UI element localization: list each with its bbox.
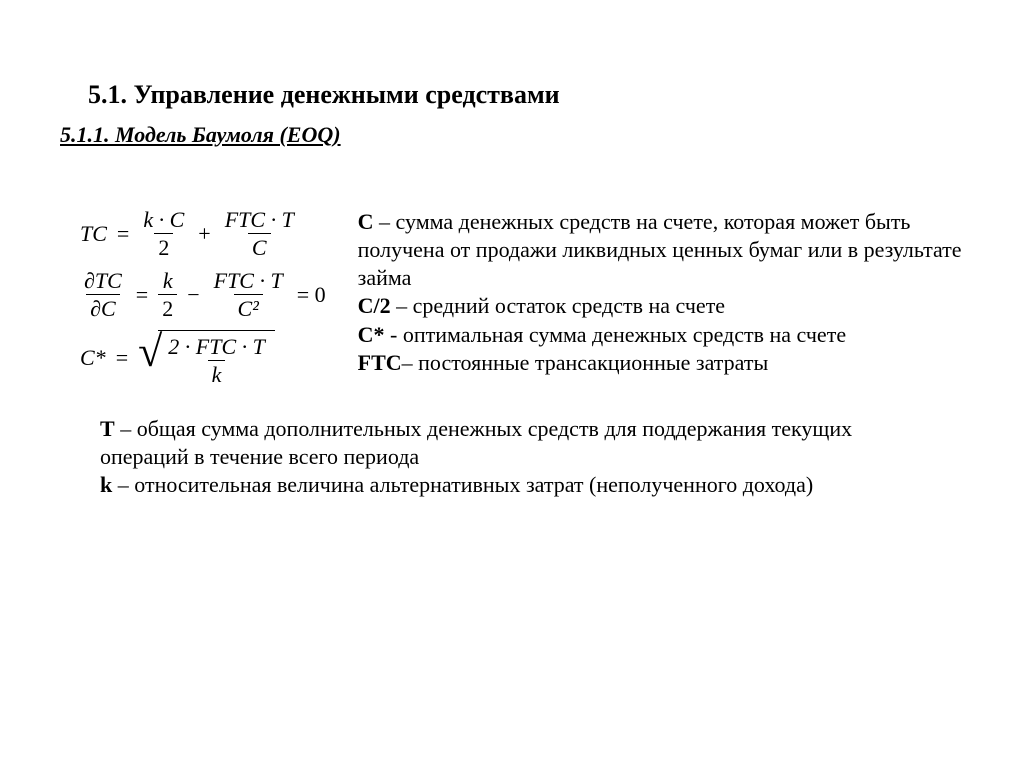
eq2-f2-num: FTC · T (210, 269, 287, 294)
def-k-label: k (100, 472, 112, 497)
eq2-equals: = (136, 284, 148, 306)
eq3-rad-den: k (208, 360, 226, 386)
eq1-frac1: k · C 2 (139, 208, 188, 259)
eq1-f1-den: 2 (154, 233, 173, 259)
eq1-lhs: TC (80, 223, 107, 245)
equation-tc: TC = k · C 2 + FTC · T C (80, 208, 326, 259)
eq1-frac2: FTC · T C (221, 208, 298, 259)
eq1-f2-num: FTC · T (221, 208, 298, 233)
content-row: TC = k · C 2 + FTC · T C ∂TC ∂C = k 2 − (60, 208, 964, 397)
def-t-label: T (100, 416, 115, 441)
def-c2-text: – средний остаток средств на счете (391, 293, 725, 318)
eq2-f2-den: C² (234, 294, 263, 320)
def-c-text: – сумма денежных средств на счете, котор… (358, 209, 962, 290)
eq3-rad-num: 2 · FTC · T (164, 335, 269, 360)
def-t: T – общая сумма дополнительных денежных … (100, 415, 924, 471)
def-t-text: – общая сумма дополнительных денежных ср… (100, 416, 852, 469)
formula-block: TC = k · C 2 + FTC · T C ∂TC ∂C = k 2 − (60, 208, 326, 397)
def-cstar-text: - оптимальная сумма денежных средств на … (385, 322, 847, 347)
def-ftc: FTC– постоянные трансакционные затраты (358, 349, 964, 377)
eq2-lhs-num: ∂TC (80, 269, 126, 294)
equation-dtc: ∂TC ∂C = k 2 − FTC · T C² = 0 (80, 269, 326, 320)
def-ftc-text: – постоянные трансакционные затраты (402, 350, 769, 375)
radical-icon: √ (138, 334, 162, 390)
eq2-frac2: FTC · T C² (210, 269, 287, 320)
eq3-lhs: C* (80, 347, 106, 369)
eq2-lhs-den: ∂C (86, 294, 120, 320)
def-c: С – сумма денежных средств на счете, кот… (358, 208, 964, 292)
section-heading: 5.1. Управление денежными средствами (88, 80, 964, 110)
eq2-f1-den: 2 (158, 294, 177, 320)
subsection-heading: 5.1.1. Модель Баумоля (EOQ) (60, 122, 964, 148)
eq1-f2-den: C (248, 233, 271, 259)
def-c2-label: С/2 (358, 293, 391, 318)
definitions-bottom: T – общая сумма дополнительных денежных … (60, 415, 964, 499)
eq3-frac: 2 · FTC · T k (164, 335, 269, 386)
def-k: k – относительная величина альтернативны… (100, 471, 924, 499)
eq2-tail: = 0 (297, 284, 326, 306)
eq3-sqrt: √ 2 · FTC · T k (138, 330, 275, 386)
def-ftc-label: FTC (358, 350, 402, 375)
equation-cstar: C* = √ 2 · FTC · T k (80, 330, 326, 386)
eq3-equals: = (116, 347, 128, 369)
definitions-right: С – сумма денежных средств на счете, кот… (358, 208, 964, 377)
eq1-plus: + (198, 223, 210, 245)
eq2-lhs: ∂TC ∂C (80, 269, 126, 320)
eq1-f1-num: k · C (139, 208, 188, 233)
eq2-frac1: k 2 (158, 269, 177, 320)
def-k-text: – относительная величина альтернативных … (112, 472, 813, 497)
eq2-minus: − (187, 284, 199, 306)
def-c2: С/2 – средний остаток средств на счете (358, 292, 964, 320)
eq2-f1-num: k (159, 269, 177, 294)
eq1-equals: = (117, 223, 129, 245)
def-c-label: С (358, 209, 374, 234)
def-cstar-label: С* (358, 322, 385, 347)
def-cstar: С* - оптимальная сумма денежных средств … (358, 321, 964, 349)
